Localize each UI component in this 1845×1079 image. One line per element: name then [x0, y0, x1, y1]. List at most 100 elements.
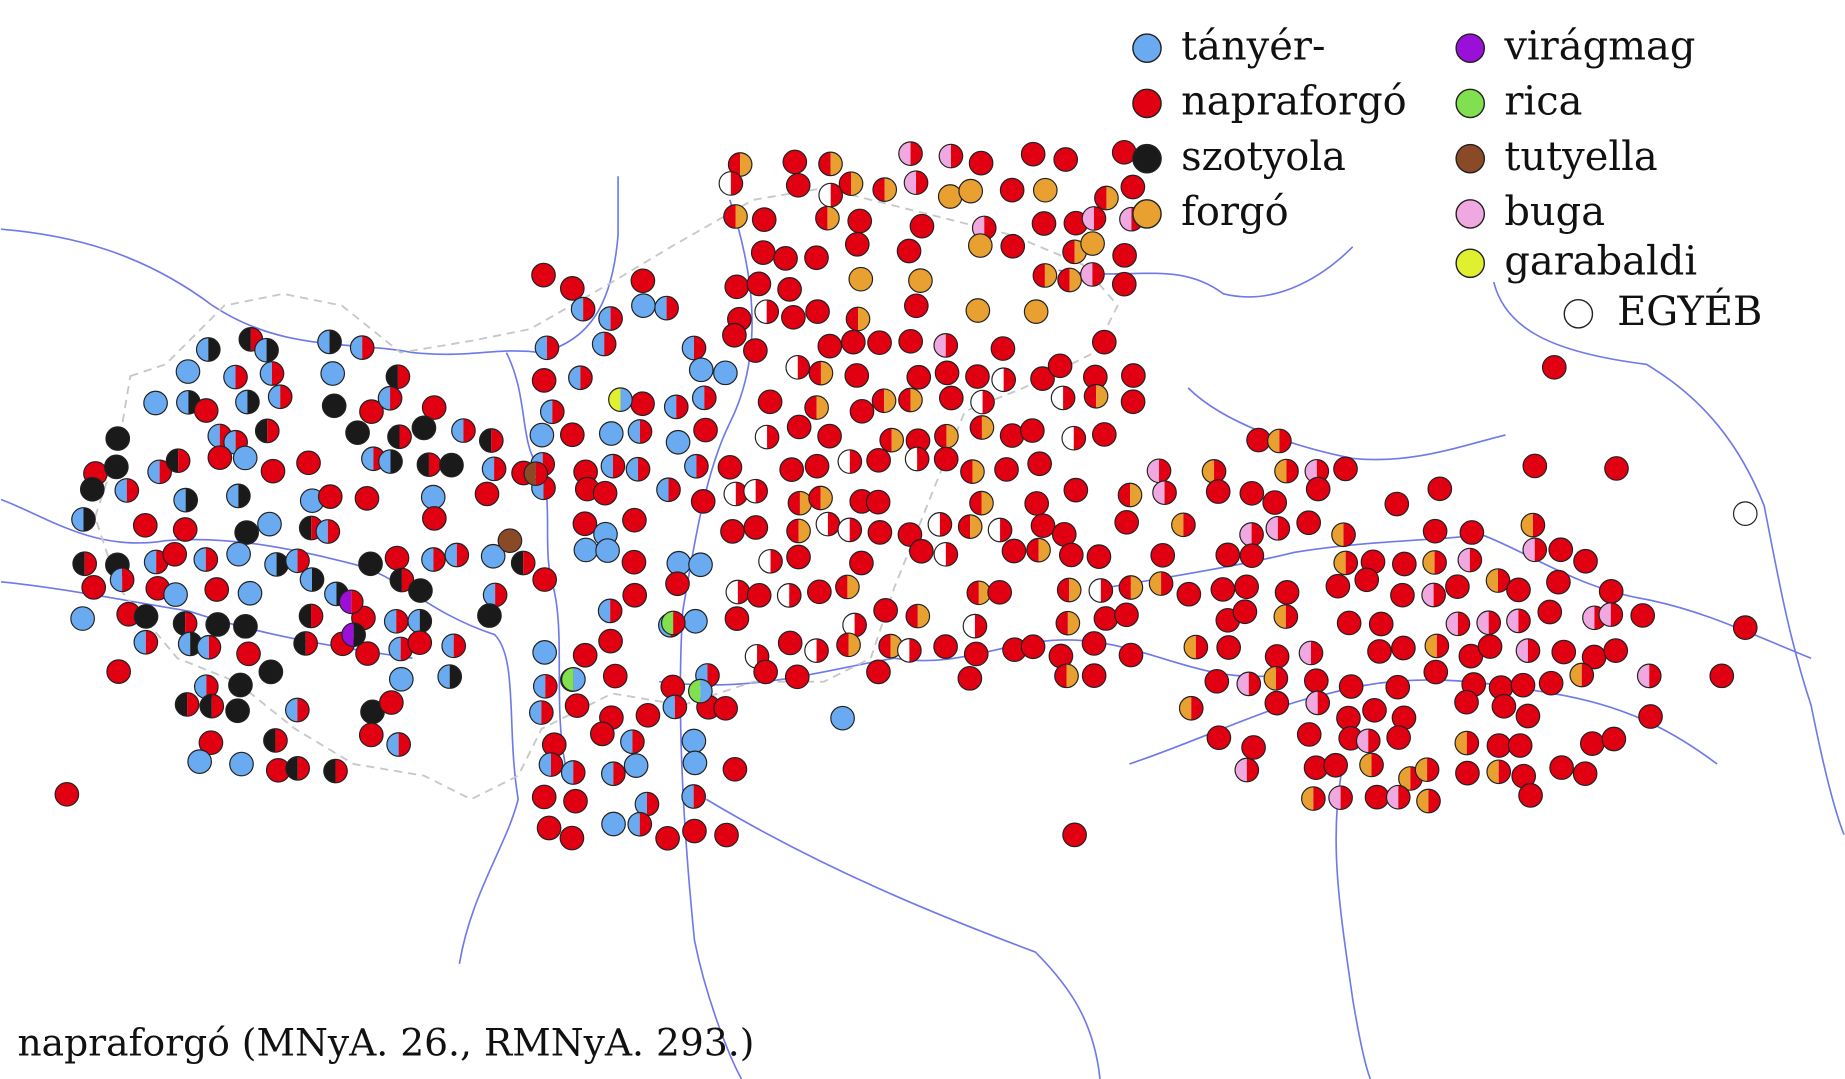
dot: [999, 177, 1025, 203]
dot-half: [934, 542, 946, 567]
dot-half: [533, 674, 546, 699]
dot: [258, 659, 284, 685]
dot: [1274, 580, 1300, 605]
dot-half: [945, 542, 958, 567]
dot-half: [545, 674, 558, 699]
legend-marker: [1455, 199, 1486, 229]
dot-outline: [660, 610, 686, 636]
dot-outline: [681, 335, 707, 361]
dot-outline: [389, 567, 415, 593]
dot-outline: [451, 418, 476, 443]
dot-half: [654, 296, 667, 320]
dot-half: [991, 367, 1004, 392]
dot-half: [540, 399, 553, 424]
dot: [1325, 573, 1351, 599]
dot-half: [1466, 731, 1479, 755]
dot: [602, 663, 628, 689]
dot-outline: [1118, 575, 1144, 600]
dot: [844, 231, 870, 257]
dot: [1354, 567, 1380, 593]
legend-marker: [1563, 299, 1594, 329]
dot-half: [1159, 459, 1171, 483]
dot-outline: [1273, 604, 1299, 629]
dot: [1093, 606, 1119, 631]
dot: [572, 642, 598, 668]
dot-outline: [1359, 752, 1384, 778]
dot-half: [1469, 548, 1482, 572]
dot: [320, 361, 346, 386]
dot: [681, 728, 707, 754]
dot-half: [827, 206, 840, 230]
dot-outline: [927, 512, 953, 537]
legend-label: napraforgó: [1181, 79, 1407, 125]
dot: [1305, 476, 1331, 502]
dot: [743, 338, 768, 363]
dot-outline: [838, 171, 864, 197]
dot-half: [247, 390, 260, 414]
dot: [777, 277, 802, 302]
dot-half: [72, 551, 85, 576]
dot-half: [297, 698, 310, 722]
dot-half: [1195, 635, 1208, 659]
dot-outline: [254, 418, 280, 444]
dot-half: [910, 388, 923, 412]
dot-outline: [1032, 263, 1058, 288]
dot-half: [1152, 480, 1165, 505]
dot: [317, 484, 343, 509]
dot-half: [546, 336, 559, 360]
dot-outline: [897, 638, 922, 663]
dot-half: [809, 361, 821, 385]
dot: [958, 178, 984, 204]
dot-outline: [933, 333, 959, 358]
dot: [773, 246, 798, 271]
dot-half: [1534, 538, 1547, 562]
dot-outline: [970, 389, 995, 415]
dot-half: [115, 478, 127, 503]
dot-outline: [815, 205, 840, 231]
dot: [807, 579, 832, 605]
dot-half: [353, 622, 366, 647]
dot-half: [1119, 207, 1132, 231]
dot-half: [1649, 664, 1661, 688]
dot: [1541, 354, 1567, 380]
legend: tányér-napraforgó szotyola forgó virágmag ri…: [1132, 23, 1762, 335]
legend-label: tutyella: [1504, 134, 1657, 180]
dot-outline: [254, 337, 279, 363]
dot-outline: [532, 673, 558, 699]
dot-outline: [688, 678, 713, 704]
dot-outline: [960, 459, 985, 484]
dot-outline: [109, 567, 135, 593]
dot-half: [818, 152, 831, 176]
dot-half: [737, 580, 750, 604]
dot: [532, 567, 558, 592]
dot: [849, 398, 875, 424]
dot-half: [978, 581, 991, 605]
dot: [225, 698, 250, 724]
dot-half: [71, 507, 84, 532]
dot: [355, 641, 380, 666]
dot-half: [849, 518, 862, 542]
dot-half: [928, 512, 940, 537]
dot-outline: [608, 387, 633, 412]
dot-half: [777, 583, 790, 608]
dot-half: [1359, 753, 1372, 777]
dot-half: [858, 307, 870, 331]
dot: [746, 271, 772, 297]
dot: [781, 304, 806, 330]
dot-half: [1433, 583, 1446, 607]
dot: [106, 659, 132, 684]
dot-half: [185, 611, 197, 636]
dot: [630, 391, 655, 417]
dot-half: [786, 519, 799, 543]
dot-outline: [1424, 633, 1450, 659]
dot-outline: [165, 448, 191, 474]
dot: [536, 815, 562, 841]
dot-half: [1299, 641, 1311, 665]
dot-outline: [1445, 611, 1471, 637]
dot-half: [628, 419, 640, 444]
dot-half: [341, 622, 354, 647]
dot: [497, 528, 523, 554]
dot: [817, 333, 843, 359]
dot-half: [84, 551, 97, 576]
